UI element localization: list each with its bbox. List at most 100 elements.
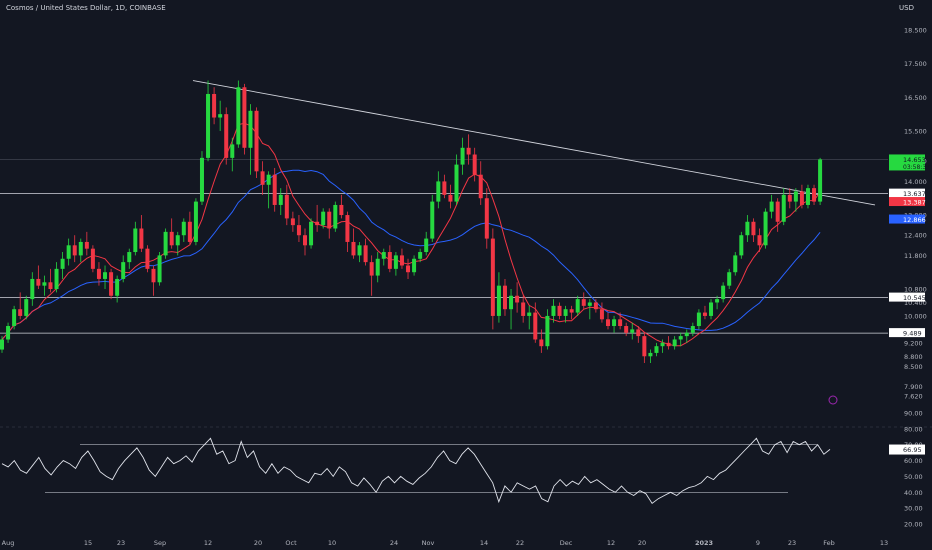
candle-body[interactable] [648, 352, 653, 357]
candle-body[interactable] [490, 238, 495, 316]
candle-body[interactable] [739, 235, 744, 256]
candle-body[interactable] [684, 332, 689, 337]
candle-body[interactable] [509, 295, 514, 310]
candle-body[interactable] [812, 188, 817, 202]
candle-body[interactable] [193, 201, 198, 242]
candle-body[interactable] [672, 339, 677, 347]
candle-body[interactable] [581, 299, 586, 306]
candle-body[interactable] [375, 258, 380, 276]
candle-body[interactable] [212, 93, 217, 118]
candle-body[interactable] [799, 191, 804, 205]
candle-body[interactable] [527, 312, 532, 316]
candle-body[interactable] [284, 194, 289, 219]
candle-body[interactable] [642, 336, 647, 357]
candle-body[interactable] [24, 299, 29, 316]
candle-body[interactable] [381, 252, 386, 259]
candle-body[interactable] [133, 228, 138, 253]
candle-body[interactable] [696, 312, 701, 327]
candle-body[interactable] [242, 87, 247, 148]
candle-body[interactable] [157, 255, 162, 283]
candle-body[interactable] [466, 147, 471, 155]
candle-body[interactable] [230, 144, 235, 158]
candle-body[interactable] [169, 231, 174, 246]
candle-body[interactable] [612, 319, 617, 327]
candle-body[interactable] [303, 235, 307, 246]
candle-body[interactable] [460, 147, 465, 165]
candle-body[interactable] [478, 174, 483, 199]
candle-body[interactable] [551, 305, 556, 316]
candle-body[interactable] [30, 278, 35, 300]
candle-body[interactable] [721, 285, 726, 300]
candle-body[interactable] [430, 201, 435, 239]
candle-body[interactable] [248, 110, 253, 148]
candle-body[interactable] [702, 312, 707, 316]
candle-body[interactable] [715, 299, 720, 303]
candle-body[interactable] [175, 235, 180, 246]
candle-body[interactable] [199, 157, 204, 202]
candle-body[interactable] [66, 245, 71, 259]
candle-body[interactable] [121, 262, 126, 279]
candle-body[interactable] [424, 238, 429, 253]
candle-body[interactable] [54, 268, 59, 290]
candle-body[interactable] [236, 87, 241, 145]
candle-body[interactable] [557, 305, 562, 316]
candle-body[interactable] [151, 268, 156, 283]
candle-body[interactable] [345, 215, 350, 242]
candle-body[interactable] [351, 241, 356, 256]
candle-body[interactable] [0, 339, 4, 350]
candle-body[interactable] [266, 174, 271, 185]
candle-body[interactable] [260, 171, 265, 185]
candle-body[interactable] [587, 302, 592, 306]
candle-body[interactable] [805, 188, 810, 205]
candle-body[interactable] [502, 285, 507, 310]
candle-body[interactable] [418, 252, 423, 259]
candle-body[interactable] [290, 218, 295, 226]
candle-body[interactable] [109, 272, 114, 296]
candle-body[interactable] [224, 114, 229, 158]
candle-body[interactable] [569, 309, 574, 313]
candle-body[interactable] [357, 245, 362, 256]
candle-body[interactable] [678, 336, 683, 340]
candle-body[interactable] [818, 159, 823, 202]
candle-body[interactable] [36, 278, 41, 286]
candle-body[interactable] [521, 302, 526, 316]
candle-body[interactable] [206, 93, 211, 158]
candle-body[interactable] [733, 255, 738, 273]
candle-body[interactable] [309, 221, 314, 246]
candle-body[interactable] [618, 319, 623, 327]
candle-body[interactable] [775, 201, 780, 222]
candle-body[interactable] [412, 258, 417, 273]
candle-body[interactable] [484, 198, 489, 239]
candle-body[interactable] [769, 201, 774, 212]
candle-body[interactable] [515, 295, 520, 303]
candle-body[interactable] [545, 315, 550, 347]
candle-body[interactable] [48, 282, 53, 290]
candle-body[interactable] [387, 252, 392, 269]
candle-body[interactable] [187, 221, 192, 242]
candle-body[interactable] [181, 221, 186, 236]
candle-body[interactable] [84, 241, 89, 249]
candle-body[interactable] [599, 309, 604, 320]
candle-body[interactable] [363, 245, 368, 263]
candle-body[interactable] [793, 191, 798, 202]
candle-body[interactable] [757, 235, 762, 246]
candle-body[interactable] [593, 302, 598, 310]
candle-body[interactable] [327, 211, 332, 229]
candle-body[interactable] [393, 255, 398, 269]
candle-body[interactable] [496, 285, 501, 316]
candle-body[interactable] [624, 326, 629, 333]
candle-body[interactable] [321, 211, 326, 226]
candle-body[interactable] [42, 282, 47, 286]
candle-body[interactable] [454, 164, 459, 202]
candle-body[interactable] [103, 272, 108, 279]
candle-body[interactable] [278, 194, 283, 205]
candle-body[interactable] [727, 272, 732, 286]
candle-body[interactable] [751, 221, 756, 236]
candle-body[interactable] [448, 194, 453, 202]
candle-body[interactable] [563, 309, 568, 316]
candle-body[interactable] [6, 326, 11, 340]
candle-body[interactable] [630, 329, 635, 333]
candle-body[interactable] [436, 181, 441, 202]
